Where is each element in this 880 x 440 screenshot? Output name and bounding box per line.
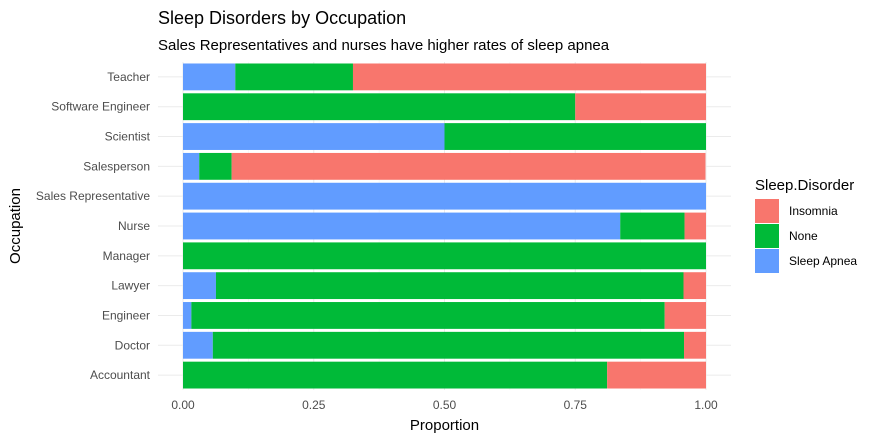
legend-key-sleep-apnea: [755, 249, 779, 273]
y-axis-ticks: Accountant Doctor Engineer Lawyer Manager Nur…: [36, 70, 151, 382]
legend-key-insomnia: [755, 199, 779, 223]
y-tick-label: Salesperson: [83, 159, 150, 173]
y-tick-label: Sales Representative: [36, 189, 150, 203]
chart-subtitle: Sales Representatives and nurses have hi…: [158, 37, 610, 54]
bar-teacher-none: [235, 63, 353, 91]
bar-scientist-none: [444, 123, 706, 150]
bar-nurse-sleep-apnea: [183, 212, 621, 240]
bar-sales-representative-sleep-apnea: [183, 182, 706, 210]
bar-lawyer-insomnia: [683, 272, 706, 300]
y-tick-label: Scientist: [105, 130, 151, 144]
bar-software-engineer-insomnia: [575, 93, 706, 121]
x-tick-label: 1.00: [694, 398, 718, 412]
y-tick-label: Doctor: [115, 338, 150, 352]
bar-doctor-sleep-apnea: [183, 331, 213, 359]
bar-lawyer-sleep-apnea: [183, 272, 216, 300]
bar-manager-none: [183, 242, 706, 270]
bar-doctor-none: [212, 331, 685, 359]
y-tick-label: Engineer: [102, 308, 150, 322]
x-tick-label: 0.25: [302, 398, 326, 412]
bar-nurse-insomnia: [684, 212, 706, 240]
legend-label-insomnia: Insomnia: [789, 204, 838, 218]
legend-label-none: None: [789, 229, 818, 243]
y-tick-label: Teacher: [107, 70, 150, 84]
y-tick-label: Lawyer: [111, 279, 150, 293]
bar-engineer-insomnia: [664, 302, 706, 329]
x-tick-label: 0.00: [171, 398, 195, 412]
y-tick-label: Accountant: [90, 368, 151, 382]
bar-accountant-none: [183, 361, 608, 389]
y-tick-label: Nurse: [118, 219, 150, 233]
bar-teacher-sleep-apnea: [183, 63, 236, 91]
legend-label-sleep-apnea: Sleep Apnea: [789, 254, 857, 268]
bar-nurse-none: [620, 212, 685, 240]
legend: Sleep.Disorder Insomnia None Sleep Apnea: [755, 177, 857, 273]
x-tick-label: 0.75: [564, 398, 588, 412]
bars: [183, 63, 706, 389]
y-axis-title: Occupation: [7, 188, 24, 264]
y-tick-label: Manager: [103, 249, 150, 263]
bar-teacher-insomnia: [352, 63, 706, 91]
y-tick-label: Software Engineer: [51, 100, 150, 114]
bar-salesperson-sleep-apnea: [183, 152, 200, 180]
x-tick-label: 0.50: [433, 398, 457, 412]
bar-scientist-sleep-apnea: [183, 123, 445, 150]
bar-accountant-insomnia: [607, 361, 706, 389]
bar-software-engineer-none: [183, 93, 576, 121]
x-axis-title: Proportion: [410, 417, 479, 434]
bar-doctor-insomnia: [684, 331, 706, 359]
legend-title: Sleep.Disorder: [755, 177, 854, 194]
legend-key-none: [755, 224, 779, 248]
bar-salesperson-insomnia: [231, 152, 706, 180]
bar-salesperson-none: [199, 152, 232, 180]
bar-engineer-sleep-apnea: [183, 302, 192, 329]
x-axis-ticks: 0.00 0.25 0.50 0.75 1.00: [171, 398, 718, 412]
chart-title: Sleep Disorders by Occupation: [158, 8, 406, 28]
bar-engineer-none: [191, 302, 665, 329]
bar-lawyer-none: [215, 272, 684, 300]
